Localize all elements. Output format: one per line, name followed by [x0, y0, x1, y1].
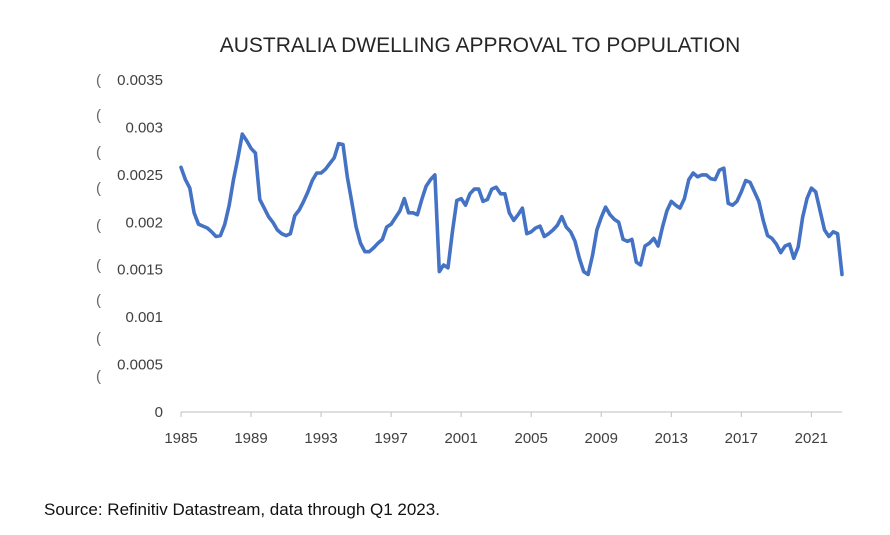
y-stub-glyph-2: ( [96, 144, 101, 161]
y-stub-glyph-0: ( [96, 72, 101, 89]
x-tick-label-7: 2013 [655, 430, 688, 447]
x-tick-label-3: 1997 [374, 430, 407, 447]
y-stub-glyph-7: ( [96, 330, 101, 347]
y-tick-label-6: 0.003 [125, 119, 163, 136]
y-stub-glyph-3: ( [96, 180, 101, 197]
x-tick-label-0: 1985 [164, 430, 197, 447]
x-axis: 1985 1989 1993 1997 2001 2005 2009 2013 2017 2021 [164, 411, 842, 447]
chart-title: AUSTRALIA DWELLING APPROVAL TO POPULATIO… [220, 34, 741, 57]
y-stub-glyph-5: ( [96, 257, 101, 274]
series-line-0 [179, 132, 844, 277]
x-tick-label-4: 2001 [444, 430, 477, 447]
y-tick-label-7: 0.0035 [117, 72, 163, 89]
y-stub-glyph-6: ( [96, 292, 101, 309]
y-tick-label-1: 0.0005 [117, 357, 163, 374]
source-note: Source: Refinitiv Datastream, data throu… [44, 500, 440, 519]
y-tick-label-2: 0.001 [125, 309, 163, 326]
y-tick-label-5: 0.0025 [117, 167, 163, 184]
x-tick-label-1: 1989 [234, 430, 267, 447]
y-stub-glyph-8: ( [96, 368, 101, 385]
y-stub-glyph-4: ( [96, 217, 101, 234]
x-tick-label-9: 2021 [795, 430, 828, 447]
y-axis: 0 0.0005 0.001 0.0015 0.002 0.0025 0.003 0.0035… [96, 72, 163, 421]
y-tick-label-0: 0 [155, 404, 163, 421]
y-tick-label-3: 0.0015 [117, 262, 163, 279]
line-chart: AUSTRALIA DWELLING APPROVAL TO POPULATIO… [96, 34, 844, 447]
y-stub-glyph-1: ( [96, 107, 101, 124]
chart-svg: AUSTRALIA DWELLING APPROVAL TO POPULATIO… [96, 34, 844, 447]
x-tick-label-8: 2017 [725, 430, 758, 447]
y-tick-label-4: 0.002 [125, 214, 163, 231]
series-layer [179, 132, 844, 277]
x-tick-label-2: 1993 [304, 430, 337, 447]
x-tick-label-5: 2005 [515, 430, 548, 447]
x-tick-label-6: 2009 [585, 430, 618, 447]
